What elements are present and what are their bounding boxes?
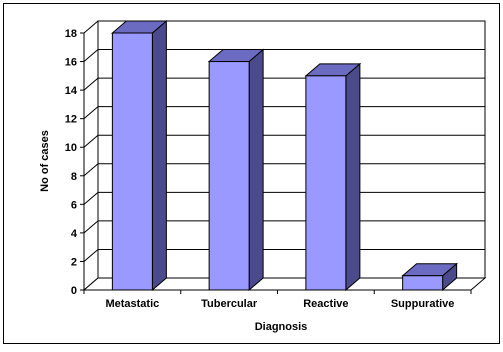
bars — [111, 19, 458, 292]
bar-front — [111, 32, 153, 291]
gridline — [83, 20, 485, 34]
bar-side — [345, 62, 361, 292]
y-tick-label: 6 — [71, 199, 77, 211]
y-tick-label: 14 — [65, 85, 78, 97]
bar-front — [305, 75, 347, 291]
x-axis-tick-labels: Metastatic Tubercular Reactive Suppurative — [83, 290, 472, 310]
y-axis-tick-labels: 0 2 4 6 8 10 12 14 16 18 — [65, 28, 78, 297]
x-axis-label: Diagnosis — [255, 321, 308, 333]
x-tick-label: Reactive — [303, 298, 348, 310]
y-tick-label: 16 — [65, 57, 77, 69]
x-tick-label: Metastatic — [105, 298, 159, 310]
y-axis — [80, 32, 85, 291]
bar — [401, 262, 458, 292]
y-tick-label: 10 — [65, 142, 77, 154]
y-tick-label: 18 — [65, 28, 77, 40]
bar — [304, 62, 362, 292]
y-axis-label: No of cases — [39, 130, 51, 192]
x-tick-label: Tubercular — [201, 298, 258, 310]
y-tick-label: 2 — [71, 256, 77, 268]
y-tick-label: 4 — [71, 228, 78, 240]
bar-front — [208, 61, 250, 291]
bar — [111, 19, 168, 292]
bar-side — [151, 19, 167, 292]
y-tick-label: 12 — [65, 114, 77, 126]
x-tick-label: Suppurative — [391, 298, 455, 310]
bar-side — [248, 48, 264, 292]
y-tick-label: 8 — [71, 171, 77, 183]
bar-front — [402, 275, 444, 291]
bar — [207, 48, 265, 292]
y-tick-label: 0 — [71, 285, 77, 297]
gridline — [83, 49, 485, 62]
